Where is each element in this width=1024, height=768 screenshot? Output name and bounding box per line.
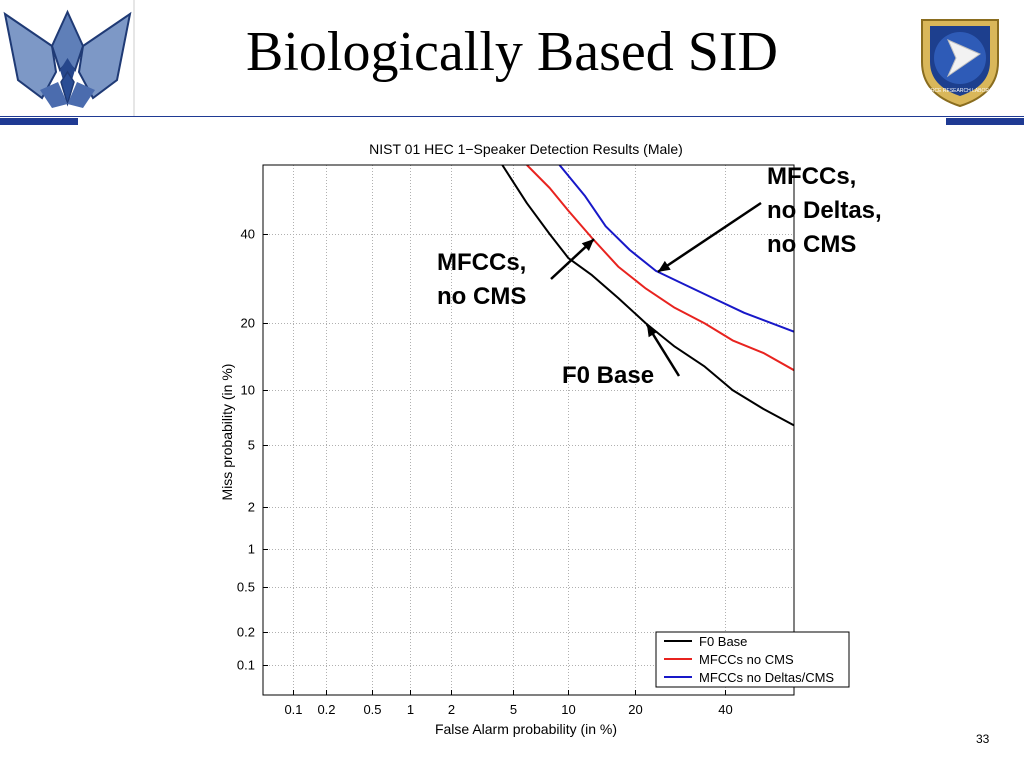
series-line-mfccs-no-cms <box>526 165 794 372</box>
x-tick-label: 40 <box>718 702 732 717</box>
y-tick-label: 5 <box>248 438 255 453</box>
x-tick-label: 0.1 <box>284 702 302 717</box>
y-tick-label: 10 <box>241 383 255 398</box>
callout-line: MFCCs, <box>767 163 857 190</box>
y-tick-label: 0.1 <box>237 658 255 673</box>
series-lines <box>501 165 794 427</box>
legend-label: MFCCs no Deltas/CMS <box>699 670 834 685</box>
callout-arrows <box>550 201 762 377</box>
callout-line: F0 Base <box>562 362 655 389</box>
x-axis-label: False Alarm probability (in %) <box>435 721 617 737</box>
callout-line: no CMS <box>437 283 527 310</box>
legend-label: MFCCs no CMS <box>699 652 794 667</box>
header-rule <box>0 116 1024 117</box>
y-axis-label: Miss probability (in %) <box>219 364 235 501</box>
slide-title: Biologically Based SID <box>246 21 778 83</box>
arrow-to-mfccs-no-deltas-no-cms-head <box>657 260 671 272</box>
chart-title: NIST 01 HEC 1−Speaker Detection Results … <box>369 141 683 157</box>
y-tick-label: 0.5 <box>237 580 255 595</box>
plot-area <box>263 165 794 695</box>
header-accent-right <box>946 118 1024 125</box>
grid <box>263 165 794 695</box>
x-tick-label: 5 <box>510 702 517 717</box>
callout-line: no Deltas, <box>767 197 882 224</box>
callout-mfccs-no-deltas-no-cms: MFCCs, no Deltas, no CMS <box>767 160 882 262</box>
x-tick-label: 1 <box>407 702 414 717</box>
y-tick-label: 0.2 <box>237 625 255 640</box>
y-tick-label: 20 <box>241 316 255 331</box>
x-tick-label: 20 <box>628 702 642 717</box>
y-tick-label: 1 <box>248 542 255 557</box>
page-number: 33 <box>976 732 990 746</box>
x-tick-label: 10 <box>561 702 575 717</box>
series-line-mfccs-no-deltas-cms <box>558 165 794 333</box>
legend-label: F0 Base <box>699 634 747 649</box>
callout-mfccs-no-cms: MFCCs, no CMS <box>437 246 526 314</box>
arrow-to-mfccs-no-deltas-no-cms <box>657 201 762 273</box>
x-tick-label: 0.5 <box>363 702 381 717</box>
x-tick-label: 2 <box>448 702 455 717</box>
air-force-research-laboratory-seal: AIR FORCE RESEARCH LABORATORY <box>908 6 1012 110</box>
callout-f0-base: F0 Base <box>562 359 654 393</box>
callout-line: no CMS <box>767 231 857 258</box>
ticks: 0.1 0.2 0.5 1 2 5 10 20 40 0.1 0.2 0.5 1 2 5 10 20 40 <box>237 227 733 718</box>
svg-text:AIR FORCE RESEARCH LABORATORY: AIR FORCE RESEARCH LABORATORY <box>914 88 1006 94</box>
arrow-to-mfccs-no-cms-head <box>581 239 595 251</box>
header-accent-left <box>0 118 78 125</box>
y-tick-label: 2 <box>248 500 255 515</box>
x-tick-label: 0.2 <box>317 702 335 717</box>
callout-line: MFCCs, <box>437 249 527 276</box>
air-force-wings-logo <box>0 0 135 116</box>
legend: F0 Base MFCCs no CMS MFCCs no Deltas/CMS <box>655 631 850 688</box>
y-tick-label: 40 <box>241 227 255 242</box>
arrow-to-f0-base-head <box>646 324 658 338</box>
series-line-f0-base <box>501 165 794 427</box>
plot-frame <box>262 164 795 696</box>
